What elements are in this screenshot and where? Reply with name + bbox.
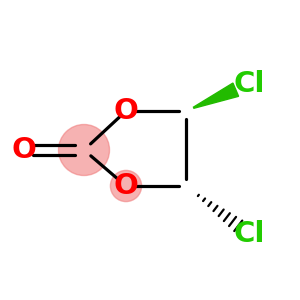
Text: O: O <box>12 136 36 164</box>
Circle shape <box>58 124 110 176</box>
Text: O: O <box>114 97 138 125</box>
Text: O: O <box>114 172 138 200</box>
Text: Cl: Cl <box>233 220 265 248</box>
Circle shape <box>110 170 142 202</box>
Text: Cl: Cl <box>233 70 265 98</box>
Polygon shape <box>194 83 238 108</box>
